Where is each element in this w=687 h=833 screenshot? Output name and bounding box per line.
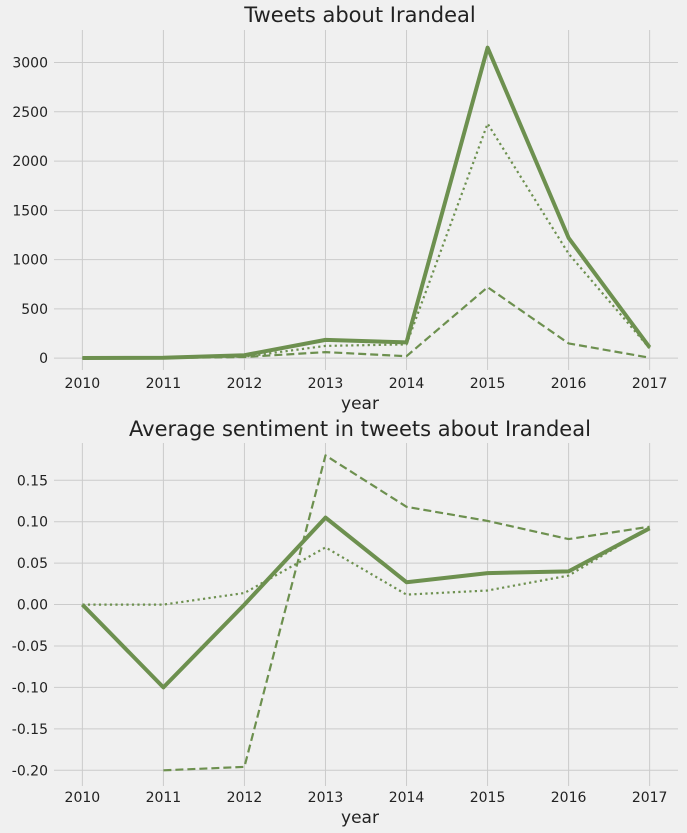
y-tick-label: 2000 [12, 154, 48, 170]
tweets-chart: Tweets about Irandeal 0 500 1000 1500 2000 250… [12, 3, 678, 414]
y-tick-label: 0.10 [17, 515, 48, 531]
grid [54, 443, 678, 786]
x-tick-label: 2014 [389, 790, 425, 806]
series-line-dotted [82, 526, 651, 606]
series-line-dotted [82, 122, 651, 360]
series-line-dashed [82, 286, 650, 360]
series-line-solid [80, 515, 651, 690]
x-tick-label: 2013 [308, 376, 344, 392]
y-tick-label: 2500 [12, 105, 48, 121]
x-tick-label: 2010 [65, 376, 101, 392]
x-tick-label: 2012 [227, 376, 263, 392]
y-tick-label: 0.00 [17, 598, 48, 614]
x-tick-label: 2016 [551, 376, 587, 392]
sentiment-chart: Average sentiment in tweets about Irande… [12, 417, 678, 828]
y-tick-label: 3000 [12, 56, 48, 72]
x-tick-label: 2011 [146, 790, 182, 806]
y-tick-label: 500 [21, 302, 48, 318]
x-tick-label: 2010 [65, 790, 101, 806]
x-tick-label: 2015 [470, 790, 506, 806]
grid [54, 30, 678, 370]
x-tick-label: 2017 [632, 376, 668, 392]
x-axis-label: year [341, 808, 379, 828]
y-tick-label: -0.20 [12, 763, 48, 779]
y-tick-label: 0 [39, 351, 48, 367]
y-tick-label: -0.15 [12, 722, 48, 738]
x-tick-label: 2011 [146, 376, 182, 392]
series-line-solid [82, 45, 652, 360]
y-tick-label: 0.15 [17, 473, 48, 489]
y-tick-label: -0.05 [12, 639, 48, 655]
series-line-dashed [163, 454, 650, 772]
x-axis-label: year [341, 394, 379, 414]
y-tick-label: 0.05 [17, 556, 48, 572]
x-tick-label: 2012 [227, 790, 263, 806]
x-tick-label: 2017 [632, 790, 668, 806]
x-tick-label: 2013 [308, 790, 344, 806]
y-tick-label: -0.10 [12, 680, 48, 696]
y-tick-label: 1000 [12, 253, 48, 269]
x-tick-label: 2014 [389, 376, 425, 392]
y-tick-label: 1500 [12, 203, 48, 219]
x-tick-label: 2016 [551, 790, 587, 806]
x-tick-label: 2015 [470, 376, 506, 392]
chart-title: Tweets about Irandeal [243, 3, 475, 27]
chart-title: Average sentiment in tweets about Irande… [129, 417, 591, 441]
